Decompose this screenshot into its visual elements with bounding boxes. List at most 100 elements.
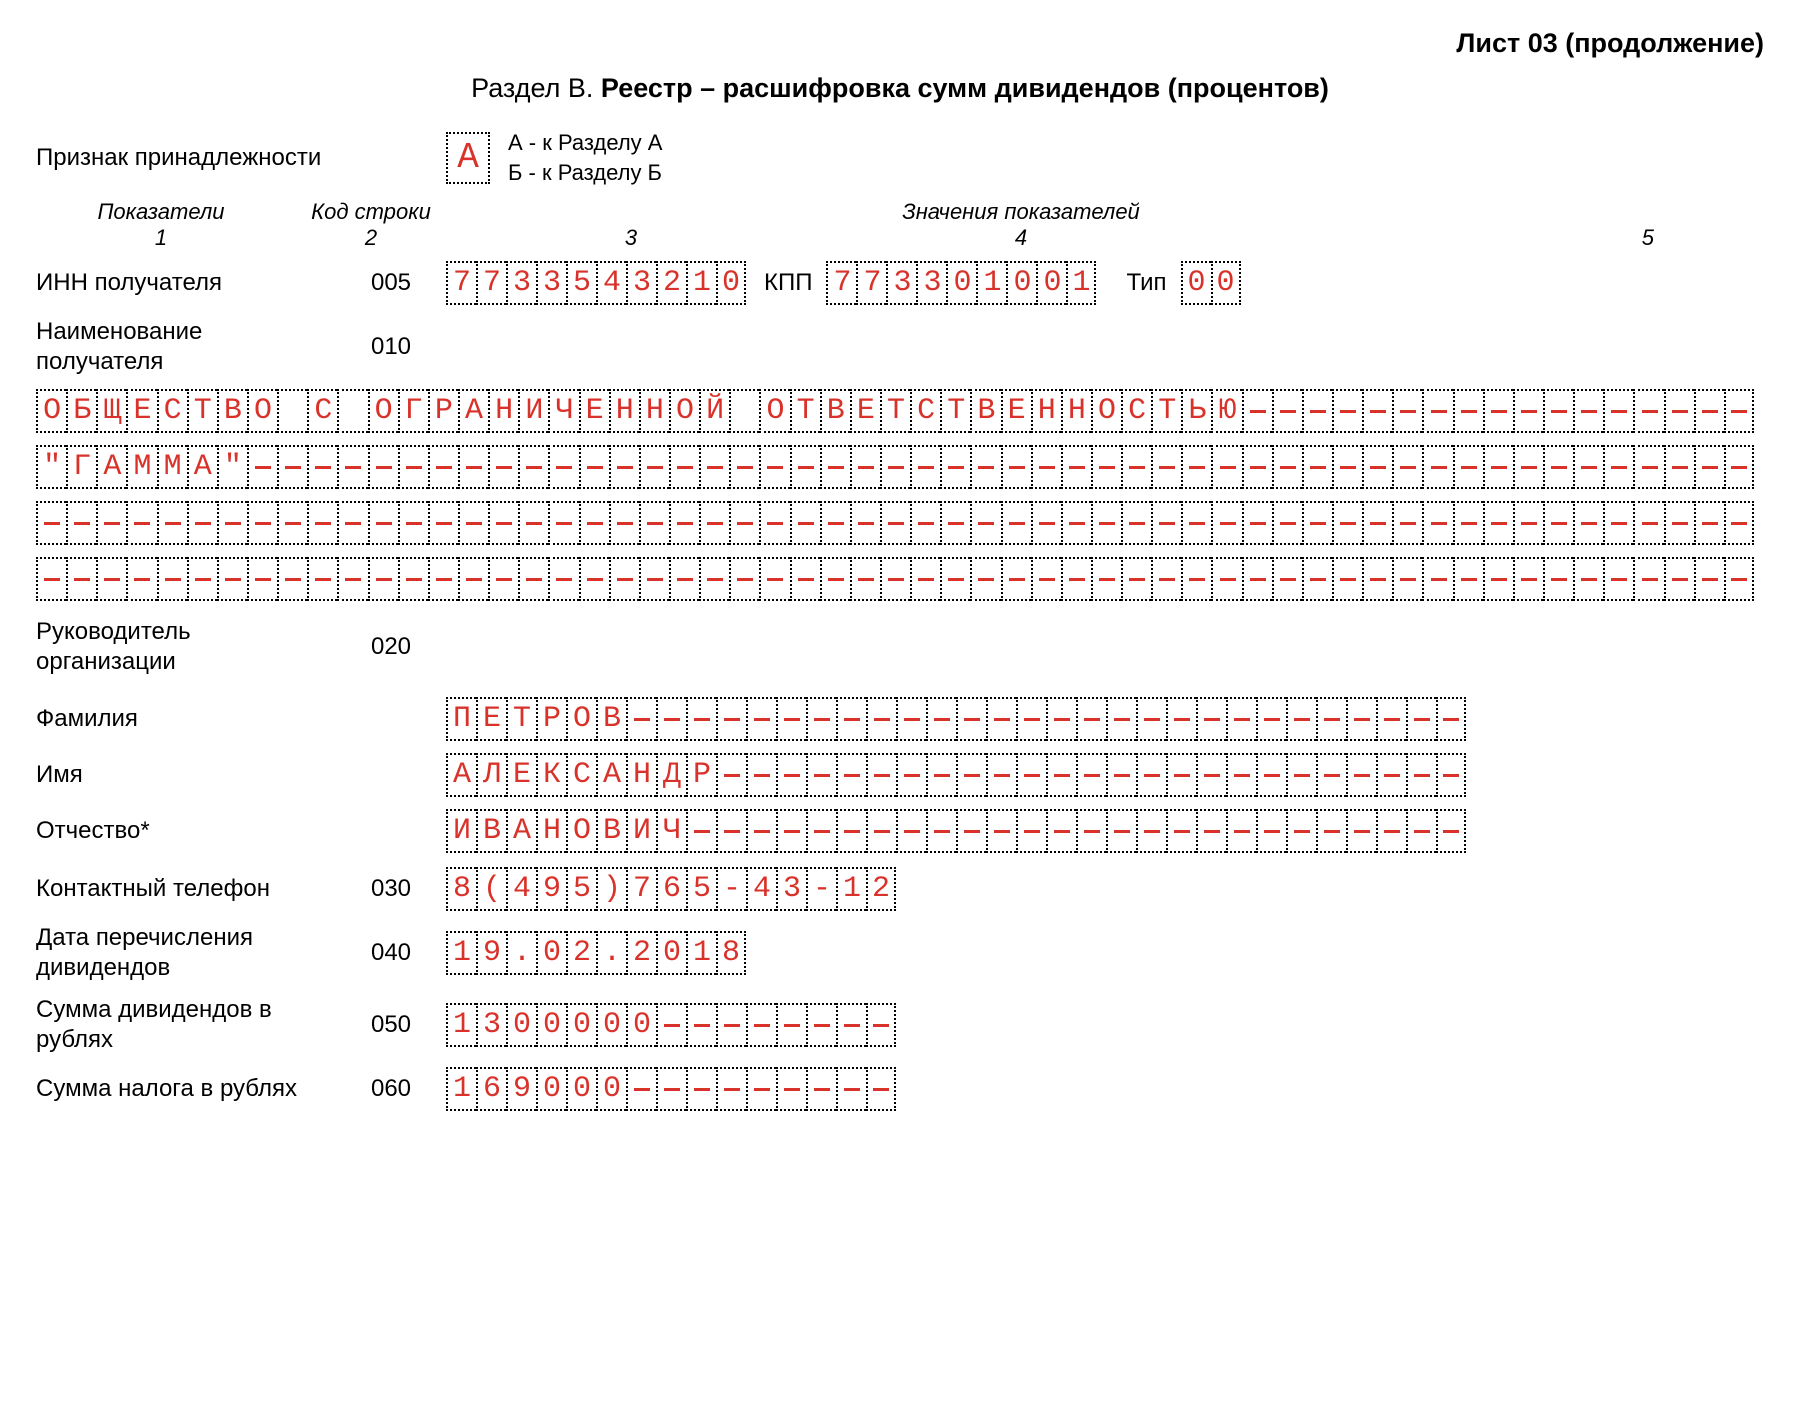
cell bbox=[1061, 557, 1091, 601]
cell: Т bbox=[880, 389, 910, 433]
cell bbox=[1166, 697, 1196, 741]
cell bbox=[746, 753, 776, 797]
cell: 5 bbox=[566, 867, 596, 911]
legend-a: А - к Разделу А bbox=[508, 128, 662, 158]
cell: " bbox=[217, 445, 247, 489]
col2-header-a: Код строки bbox=[286, 199, 456, 225]
cell bbox=[1633, 445, 1663, 489]
cell bbox=[277, 501, 307, 545]
cell bbox=[1316, 753, 1346, 797]
cell bbox=[926, 809, 956, 853]
cell bbox=[729, 501, 759, 545]
cell: 0 bbox=[536, 931, 566, 975]
cell bbox=[1001, 557, 1031, 601]
cell bbox=[398, 501, 428, 545]
cell bbox=[96, 501, 126, 545]
cell bbox=[1346, 697, 1376, 741]
cell bbox=[518, 557, 548, 601]
cell bbox=[157, 557, 187, 601]
sheet-header: Лист 03 (продолжение) bbox=[36, 28, 1764, 59]
cell bbox=[686, 1067, 716, 1111]
cell bbox=[729, 445, 759, 489]
cell bbox=[956, 753, 986, 797]
cell: . bbox=[596, 931, 626, 975]
cell: М bbox=[126, 445, 156, 489]
cell bbox=[729, 389, 759, 433]
cell: 3 bbox=[886, 261, 916, 305]
cell bbox=[1286, 809, 1316, 853]
cell bbox=[609, 501, 639, 545]
cell bbox=[1151, 501, 1181, 545]
cell bbox=[307, 557, 337, 601]
cell: С bbox=[566, 753, 596, 797]
cell: Н bbox=[488, 389, 518, 433]
affiliation-row: Признак принадлежности А А - к Разделу А… bbox=[36, 128, 1764, 187]
cell bbox=[656, 1067, 686, 1111]
cell bbox=[1196, 697, 1226, 741]
cell bbox=[836, 697, 866, 741]
cell: 0 bbox=[536, 1003, 566, 1047]
cell bbox=[428, 501, 458, 545]
cell: 6 bbox=[656, 867, 686, 911]
cell bbox=[1226, 753, 1256, 797]
cell bbox=[1694, 389, 1724, 433]
cell bbox=[1332, 501, 1362, 545]
cell: Г bbox=[66, 445, 96, 489]
cell: О bbox=[247, 389, 277, 433]
cell bbox=[579, 557, 609, 601]
affiliation-legend: А - к Разделу А Б - к Разделу Б bbox=[508, 128, 662, 187]
cell bbox=[1061, 501, 1091, 545]
cell: Н bbox=[626, 753, 656, 797]
mid-header-a: Значения показателей bbox=[806, 199, 1236, 225]
cell: 6 bbox=[476, 1067, 506, 1111]
cell: 0 bbox=[1211, 261, 1241, 305]
cell: М bbox=[157, 445, 187, 489]
phone-label: Контактный телефон bbox=[36, 874, 336, 904]
cell bbox=[217, 557, 247, 601]
cell bbox=[970, 557, 1000, 601]
cell bbox=[686, 697, 716, 741]
cell bbox=[1151, 445, 1181, 489]
cell bbox=[1136, 809, 1166, 853]
cell: Й bbox=[699, 389, 729, 433]
cell bbox=[1166, 753, 1196, 797]
cell bbox=[1392, 557, 1422, 601]
cell bbox=[1316, 809, 1346, 853]
cell: 0 bbox=[716, 261, 746, 305]
inn-label: ИНН получателя bbox=[36, 268, 336, 298]
cell bbox=[458, 557, 488, 601]
cell: А bbox=[458, 389, 488, 433]
cell: О bbox=[36, 389, 66, 433]
cell bbox=[896, 753, 926, 797]
cell bbox=[1016, 809, 1046, 853]
cell: 3 bbox=[506, 261, 536, 305]
cell bbox=[836, 753, 866, 797]
cell: " bbox=[36, 445, 66, 489]
firstname-row: Имя АЛЕКСАНДР bbox=[36, 753, 1764, 797]
cell: Б bbox=[66, 389, 96, 433]
cell: 1 bbox=[446, 1067, 476, 1111]
cell bbox=[428, 557, 458, 601]
cell bbox=[1272, 501, 1302, 545]
cell: 7 bbox=[446, 261, 476, 305]
phone-code: 030 bbox=[336, 875, 446, 903]
cell bbox=[1392, 389, 1422, 433]
cell bbox=[488, 501, 518, 545]
cell: - bbox=[716, 867, 746, 911]
cell: 1 bbox=[1066, 261, 1096, 305]
cell bbox=[1513, 501, 1543, 545]
cell bbox=[36, 557, 66, 601]
cell bbox=[1346, 809, 1376, 853]
cell bbox=[368, 501, 398, 545]
cell bbox=[790, 557, 820, 601]
cell: Т bbox=[940, 389, 970, 433]
cell: 3 bbox=[916, 261, 946, 305]
cell: Ч bbox=[656, 809, 686, 853]
cell bbox=[1091, 501, 1121, 545]
cell bbox=[1181, 445, 1211, 489]
cell bbox=[1573, 557, 1603, 601]
cell bbox=[96, 557, 126, 601]
cell bbox=[1483, 501, 1513, 545]
section-bold: Реестр – расшифровка сумм дивидендов (пр… bbox=[601, 73, 1329, 103]
cell bbox=[1121, 501, 1151, 545]
